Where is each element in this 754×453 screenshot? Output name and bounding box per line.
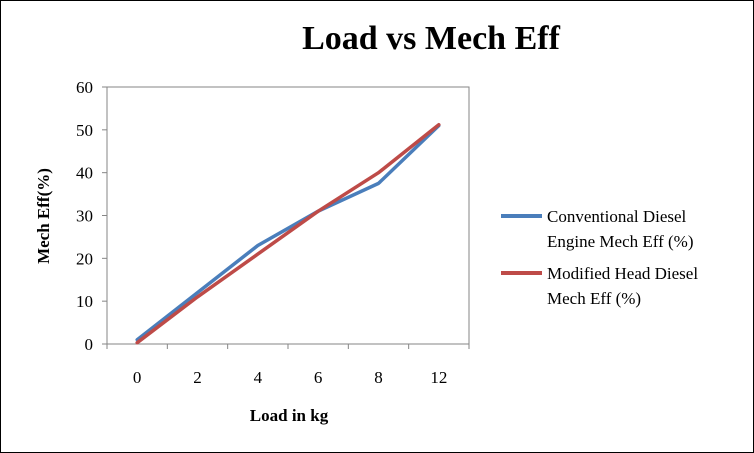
y-tick-label: 50 — [76, 121, 93, 140]
x-axis-title: Load in kg — [250, 406, 329, 425]
series-line-1 — [135, 123, 441, 342]
y-tick-label: 30 — [76, 207, 93, 226]
legend: Conventional Diesel Engine Mech Eff (%) Mo… — [501, 207, 698, 308]
x-axis-ticks: 0 2 4 6 8 12 — [133, 368, 447, 387]
x-tick-label: 8 — [374, 368, 383, 387]
x-tick-label: 4 — [254, 368, 263, 387]
x-tick-label: 6 — [314, 368, 323, 387]
legend-label-1: Conventional Diesel — [547, 207, 687, 226]
x-tick-label: 0 — [133, 368, 142, 387]
y-tick-label: 0 — [85, 335, 94, 354]
legend-label-2: Mech Eff (%) — [547, 289, 641, 308]
y-axis-ticks: 0 10 20 30 40 50 60 — [76, 78, 93, 354]
plot-area — [102, 86, 470, 349]
plot-border — [106, 86, 470, 345]
legend-label-2: Modified Head Diesel — [547, 264, 698, 283]
y-tick-label: 20 — [76, 249, 93, 268]
series-lines — [135, 122, 441, 345]
y-axis-title: Mech Eff(%) — [34, 168, 53, 264]
chart-title: Load vs Mech Eff — [302, 20, 561, 57]
y-tick-label: 60 — [76, 78, 93, 97]
legend-label-1: Engine Mech Eff (%) — [547, 232, 694, 251]
y-tick-label: 10 — [76, 292, 93, 311]
x-tick-label: 12 — [430, 368, 447, 387]
series-line-2 — [135, 122, 441, 345]
y-tick-label: 40 — [76, 164, 93, 183]
x-tick-label: 2 — [193, 368, 202, 387]
